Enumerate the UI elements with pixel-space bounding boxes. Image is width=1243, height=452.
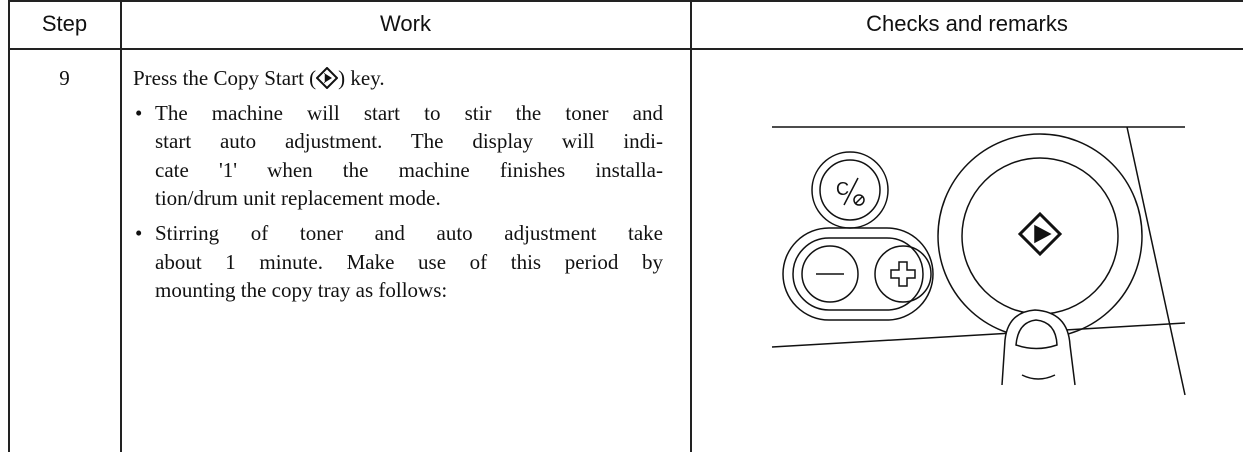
intro-text: Press the Copy Start ( bbox=[133, 66, 317, 90]
bullet-line: Stirring of toner and auto adjustment ta… bbox=[155, 220, 663, 245]
table-top-border bbox=[8, 0, 1243, 2]
intro-text: ) key. bbox=[338, 66, 385, 90]
header-cell: Checks and remarks bbox=[866, 11, 1068, 36]
bullet-line: mounting the copy tray as follows: bbox=[155, 278, 448, 303]
clear-key-label: C bbox=[836, 179, 849, 199]
bullet-line: The machine will start to stir the toner… bbox=[155, 100, 663, 125]
bullet: • The machine will start to stir the tone… bbox=[133, 99, 663, 213]
bullet-list: • The machine will start to stir the tone… bbox=[133, 99, 678, 305]
bullet-line: cate '1' when the machine finishes insta… bbox=[155, 157, 663, 182]
step-number: 9 bbox=[59, 66, 70, 90]
header-border bbox=[8, 48, 1243, 50]
work-cell: Press the Copy Start ( ) key. • The machin… bbox=[133, 64, 678, 305]
column-border bbox=[120, 0, 122, 452]
column-border bbox=[690, 0, 692, 452]
header-cell: Work bbox=[380, 11, 431, 36]
bullet-line: about 1 minute. Make use of this period … bbox=[155, 249, 663, 274]
bullet-line: start auto adjustment. The display will … bbox=[155, 129, 663, 154]
bullet-dot: • bbox=[135, 100, 143, 125]
bullet-dot: • bbox=[135, 220, 143, 245]
bullet: • Stirring of toner and auto adjustment t… bbox=[133, 219, 663, 305]
intro: Press the Copy Start ( ) key. bbox=[133, 64, 678, 93]
start-icon bbox=[315, 66, 339, 90]
bullet-line: tion/drum unit replacement mode. bbox=[155, 186, 441, 211]
header-cell: Step bbox=[41, 11, 88, 36]
table-left-border bbox=[8, 0, 10, 452]
